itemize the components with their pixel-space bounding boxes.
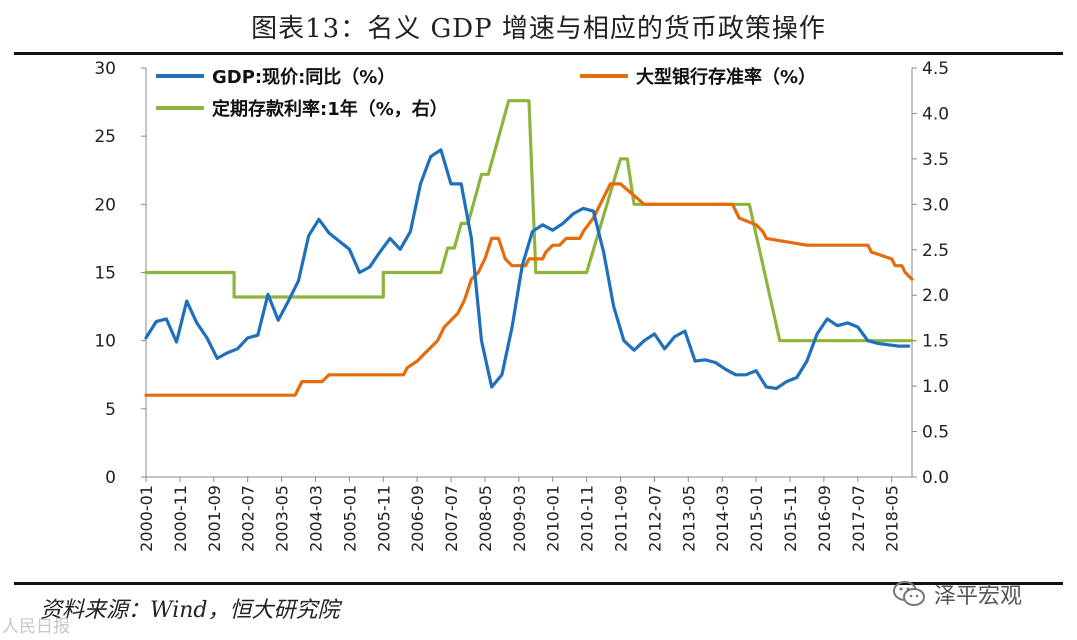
- x-tick-label: 2015-01: [747, 485, 766, 552]
- x-tick-label: 2005-11: [374, 485, 393, 552]
- x-tick-label: 2013-05: [679, 485, 698, 552]
- bottom-rule: [14, 582, 1063, 585]
- legend: GDP:现价:同比（%） 大型银行存准率（%） 定期存款利率:1年（%，右）: [156, 66, 816, 120]
- x-tick-label: 2004-03: [306, 485, 325, 552]
- x-tick-label: 2010-01: [544, 485, 563, 552]
- series-line-1: [144, 182, 914, 397]
- bottom-watermark: 人民日报: [2, 617, 70, 637]
- chart-title: 图表13：名义 GDP 增速与相应的货币政策操作: [251, 14, 826, 44]
- legend-label-1: 大型银行存准率（%）: [636, 66, 816, 88]
- x-tick-label: 2016-09: [815, 485, 834, 552]
- wechat-icon: [893, 581, 925, 606]
- x-tick-label: 2007-07: [442, 485, 461, 552]
- watermark: 泽平宏观: [892, 578, 1022, 610]
- x-tick-label: 2009-03: [510, 485, 529, 552]
- left-tick-label: 30: [94, 59, 116, 79]
- right-tick-label: 4.5: [922, 59, 949, 79]
- right-tick-label: 3.0: [922, 195, 949, 215]
- x-tick-label: 2008-05: [476, 485, 495, 552]
- legend-label-0: GDP:现价:同比（%）: [212, 67, 395, 88]
- x-tick-label: 2011-09: [612, 485, 631, 552]
- left-tick-label: 10: [94, 332, 116, 352]
- top-rule: [14, 52, 1063, 55]
- x-tick-label: 2006-09: [408, 485, 427, 552]
- x-tick-label: 2012-07: [645, 485, 664, 552]
- x-tick-label: 2000-11: [171, 485, 190, 552]
- left-tick-label: 25: [94, 127, 116, 147]
- series-line-0: [144, 148, 911, 390]
- legend-label-2: 定期存款利率:1年（%，右）: [212, 98, 448, 120]
- x-tick-label: 2015-11: [781, 485, 800, 552]
- left-tick-label: 15: [94, 264, 116, 284]
- x-tick-label: 2014-03: [713, 485, 732, 552]
- x-tick-label: 2018-05: [883, 485, 902, 552]
- right-tick-label: 0.5: [922, 423, 949, 443]
- left-tick-label: 20: [94, 195, 116, 215]
- x-tick-label: 2001-09: [205, 485, 224, 552]
- right-tick-label: 2.5: [922, 241, 949, 261]
- axes: 0 5 10 15 20 25 30 0.0 0.5 1.0 1.5 2.0 2.5 3.0 3.5 4.0 4…: [94, 59, 949, 552]
- x-tick-label: 2002-07: [239, 485, 258, 552]
- right-tick-label: 4.0: [922, 104, 949, 124]
- x-tick-label: 2017-07: [849, 485, 868, 552]
- source-note: 资料来源：Wind，恒大研究院: [40, 598, 340, 623]
- right-tick-label: 1.0: [922, 377, 949, 397]
- right-tick-label: 1.5: [922, 332, 949, 352]
- x-tick-label: 2005-01: [340, 485, 359, 552]
- right-tick-label: 0.0: [922, 468, 949, 488]
- x-tick-label: 2003-05: [273, 485, 292, 552]
- left-tick-label: 5: [105, 400, 116, 420]
- left-tick-label: 0: [105, 468, 116, 488]
- right-tick-label: 3.5: [922, 150, 949, 170]
- x-tick-label: 2010-11: [578, 485, 597, 552]
- right-tick-label: 2.0: [922, 286, 949, 306]
- x-tick-label: 2000-01: [137, 485, 156, 552]
- series-line-2: [144, 99, 914, 343]
- watermark-text: 泽平宏观: [934, 584, 1023, 609]
- series-lines: [144, 99, 914, 397]
